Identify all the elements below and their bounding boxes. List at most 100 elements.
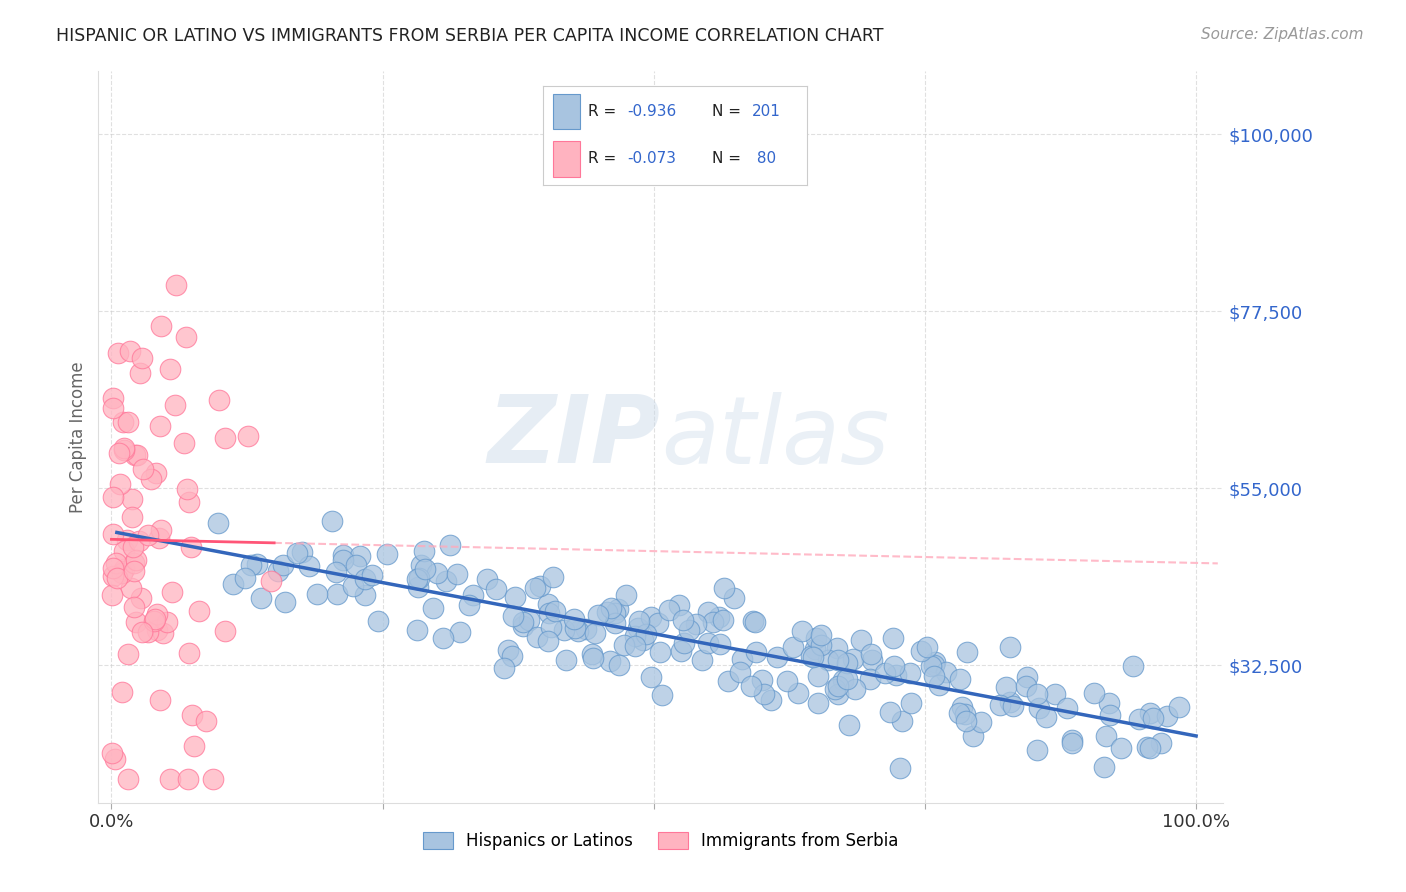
Point (928, 678, 950, 692)
Point (233, 571, 256, 585)
Point (1122, 658, 1144, 673)
Point (730, 665, 752, 679)
Point (477, 572, 499, 586)
Point (922, 657, 945, 672)
Point (1150, 736, 1173, 750)
Point (883, 658, 905, 673)
Point (824, 681, 846, 696)
Point (122, 540, 145, 554)
Point (183, 739, 205, 753)
Point (744, 645, 766, 659)
Point (149, 523, 172, 537)
Point (1060, 736, 1083, 750)
Point (1035, 710, 1057, 724)
Point (564, 621, 586, 635)
Point (512, 615, 534, 629)
Point (101, 527, 124, 541)
Point (145, 612, 167, 626)
Point (146, 607, 169, 622)
Point (898, 666, 921, 681)
Point (439, 539, 461, 553)
Point (740, 679, 762, 693)
Point (614, 588, 637, 602)
Point (807, 669, 830, 683)
Point (988, 698, 1011, 713)
Point (101, 490, 124, 504)
Point (713, 581, 735, 595)
Point (827, 679, 849, 693)
Point (835, 672, 858, 686)
Point (596, 605, 619, 619)
Point (889, 761, 911, 775)
Point (685, 616, 707, 631)
Point (838, 718, 860, 732)
Point (581, 647, 603, 661)
Point (120, 344, 142, 359)
Point (844, 682, 866, 697)
Point (553, 623, 575, 637)
Point (567, 624, 589, 638)
Point (125, 553, 148, 567)
Point (1001, 698, 1024, 713)
Point (962, 730, 984, 744)
Point (969, 715, 991, 730)
Point (501, 648, 523, 663)
Point (108, 477, 131, 491)
Point (696, 636, 718, 650)
Point (538, 606, 561, 620)
Point (260, 574, 283, 588)
Point (107, 446, 129, 460)
Point (640, 610, 662, 624)
Point (626, 621, 648, 635)
Point (650, 645, 672, 659)
Point (723, 591, 745, 606)
Point (1015, 670, 1038, 684)
Point (817, 653, 839, 667)
Point (1045, 687, 1067, 701)
Point (236, 429, 259, 443)
Point (697, 605, 720, 619)
Point (831, 673, 853, 687)
Point (146, 623, 169, 637)
Point (842, 651, 865, 665)
Point (122, 565, 145, 579)
Point (180, 540, 202, 554)
Point (672, 613, 695, 627)
Point (165, 277, 187, 292)
Point (562, 612, 585, 626)
Point (786, 686, 808, 700)
Point (461, 588, 484, 602)
Point (413, 562, 436, 576)
Point (678, 624, 700, 638)
Point (110, 566, 132, 580)
Point (112, 562, 135, 576)
Point (1028, 700, 1050, 714)
Point (485, 582, 508, 597)
Point (751, 673, 773, 688)
Point (354, 572, 377, 586)
Point (406, 624, 429, 638)
Point (810, 628, 832, 642)
Point (524, 581, 547, 595)
Point (136, 624, 159, 639)
Legend: Hispanics or Latinos, Immigrants from Serbia: Hispanics or Latinos, Immigrants from Se… (416, 825, 905, 856)
Point (354, 588, 377, 602)
Point (950, 700, 973, 714)
Point (613, 638, 636, 652)
Point (111, 415, 134, 429)
Point (124, 448, 146, 462)
Point (195, 714, 218, 728)
Point (107, 346, 129, 360)
Point (103, 391, 125, 405)
Point (298, 558, 321, 573)
Point (742, 614, 765, 628)
Point (633, 633, 655, 648)
Point (426, 566, 449, 580)
Text: HISPANIC OR LATINO VS IMMIGRANTS FROM SERBIA PER CAPITA INCOME CORRELATION CHART: HISPANIC OR LATINO VS IMMIGRANTS FROM SE… (56, 27, 884, 45)
Point (446, 567, 468, 582)
Point (690, 653, 713, 667)
Point (141, 472, 163, 486)
Point (994, 680, 1017, 694)
Point (541, 570, 564, 584)
Point (782, 640, 804, 655)
